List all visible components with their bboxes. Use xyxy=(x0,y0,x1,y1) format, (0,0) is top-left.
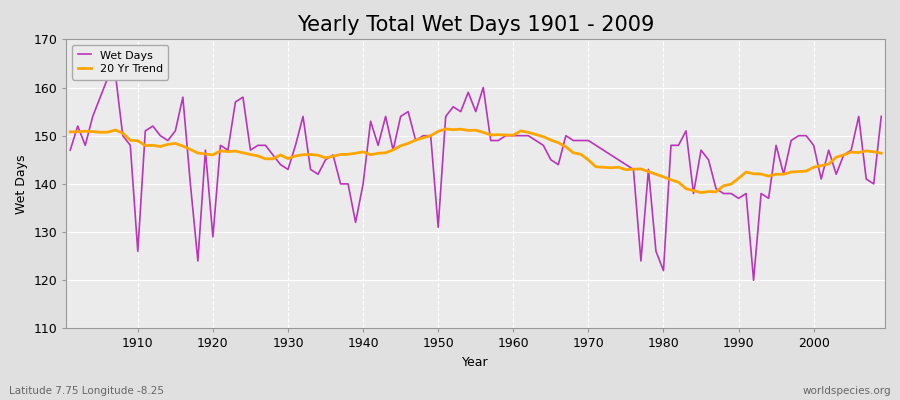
Title: Yearly Total Wet Days 1901 - 2009: Yearly Total Wet Days 1901 - 2009 xyxy=(297,15,654,35)
Wet Days xyxy=(516,133,526,138)
20 Yr Trend xyxy=(516,128,526,133)
Wet Days xyxy=(298,114,309,119)
20 Yr Trend xyxy=(125,138,136,143)
Wet Days xyxy=(132,249,143,254)
Wet Days xyxy=(606,152,616,157)
Wet Days xyxy=(343,182,354,186)
Text: worldspecies.org: worldspecies.org xyxy=(803,386,891,396)
Wet Days xyxy=(748,278,759,283)
Wet Days xyxy=(876,114,886,119)
Y-axis label: Wet Days: Wet Days xyxy=(15,154,28,214)
Text: Latitude 7.75 Longitude -8.25: Latitude 7.75 Longitude -8.25 xyxy=(9,386,164,396)
20 Yr Trend xyxy=(508,133,518,138)
Line: 20 Yr Trend: 20 Yr Trend xyxy=(70,129,881,192)
20 Yr Trend xyxy=(440,126,451,131)
20 Yr Trend xyxy=(606,165,616,170)
X-axis label: Year: Year xyxy=(463,356,489,369)
20 Yr Trend xyxy=(65,130,76,134)
Wet Days xyxy=(65,148,76,152)
Wet Days xyxy=(508,133,518,138)
20 Yr Trend xyxy=(290,154,301,158)
20 Yr Trend xyxy=(335,152,346,157)
20 Yr Trend xyxy=(876,151,886,156)
Wet Days xyxy=(110,71,121,76)
Legend: Wet Days, 20 Yr Trend: Wet Days, 20 Yr Trend xyxy=(72,45,168,80)
20 Yr Trend xyxy=(696,190,706,195)
Line: Wet Days: Wet Days xyxy=(70,73,881,280)
